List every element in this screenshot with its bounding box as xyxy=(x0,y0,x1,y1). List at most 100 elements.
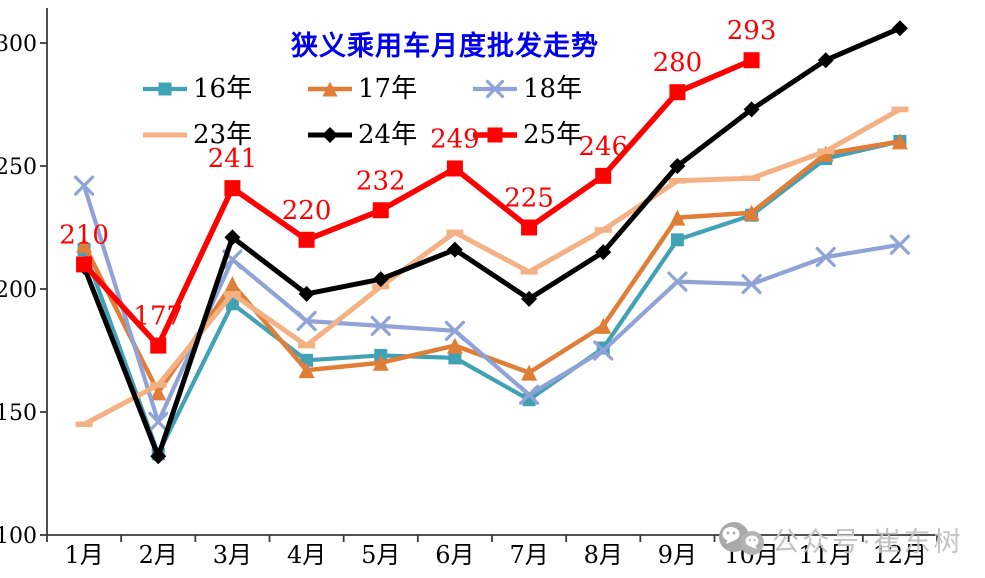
series-1-marker-11 xyxy=(891,133,908,150)
legend-marker xyxy=(487,127,503,143)
series-line-2 xyxy=(81,183,903,424)
series-4-marker-5 xyxy=(446,241,463,258)
series-2-marker-11 xyxy=(889,234,911,255)
series-line-5 xyxy=(81,57,755,349)
x-tick-label-6: 7月 xyxy=(509,541,548,569)
wechat-icon xyxy=(719,522,764,555)
series-5-marker-7 xyxy=(595,167,612,184)
series-3-marker-0 xyxy=(75,421,93,428)
series-2-marker-6 xyxy=(518,384,540,405)
watermark: 公众号·崔东树 xyxy=(714,518,964,560)
series-5-marker-8 xyxy=(669,84,686,101)
watermark-text: 公众号·崔东树 xyxy=(772,526,964,558)
series-3-marker-7 xyxy=(594,227,612,233)
series-4-marker-3 xyxy=(298,285,315,302)
series-5-marker-2 xyxy=(224,180,241,197)
legend-item-0: 16年 xyxy=(142,74,252,104)
series-2-marker-3 xyxy=(296,310,317,332)
legend-swatch-diamond-icon xyxy=(308,127,352,143)
series-2-marker-0 xyxy=(73,175,95,196)
series-0-marker-8 xyxy=(670,233,684,247)
series-line-1 xyxy=(81,139,903,395)
legend-swatch-triangle-icon xyxy=(308,81,352,97)
series-2-marker-4 xyxy=(370,315,391,336)
series-1-marker-7 xyxy=(595,317,612,334)
series-4-marker-8 xyxy=(669,158,686,174)
series-4-marker-7 xyxy=(595,244,612,261)
legend-label-2: 18年 xyxy=(523,74,583,104)
data-label-5-1: 177 xyxy=(133,302,183,332)
legend-label-1: 17年 xyxy=(358,74,418,104)
series-5-marker-5 xyxy=(446,160,463,177)
x-tick-label-10: 11月 xyxy=(798,541,853,569)
series-3-marker-2 xyxy=(223,291,241,297)
series-5-marker-9 xyxy=(743,52,760,69)
legend-item-4: 24年 xyxy=(307,120,417,150)
series-2-marker-8 xyxy=(667,271,688,292)
data-label-5-2: 241 xyxy=(208,144,258,174)
series-5-marker-0 xyxy=(76,256,93,273)
x-tick-label-0: 1月 xyxy=(64,541,103,569)
series-0-marker-5 xyxy=(448,351,462,365)
data-label-5-6: 225 xyxy=(504,184,554,214)
series-3-marker-8 xyxy=(668,177,686,184)
x-tick-label-1: 2月 xyxy=(139,541,178,569)
data-label-5-8: 280 xyxy=(653,48,703,78)
series-4-marker-2 xyxy=(224,229,241,246)
legend-swatch-square-icon xyxy=(143,82,187,96)
legend-label-0: 16年 xyxy=(193,74,253,104)
legend-item-3: 23年 xyxy=(142,120,252,150)
chart-title: 狭义乘用车月度批发走势 xyxy=(291,31,599,62)
series-5-marker-1 xyxy=(150,337,167,354)
x-tick-label-11: 12月 xyxy=(873,541,928,569)
series-3-marker-9 xyxy=(743,175,761,182)
legend-label-3: 23年 xyxy=(193,120,253,150)
series-2-marker-10 xyxy=(815,246,836,268)
series-5-marker-3 xyxy=(298,231,315,248)
series-1-marker-6 xyxy=(521,364,538,381)
y-tick-label-1: 150 xyxy=(0,401,37,426)
series-1-marker-8 xyxy=(669,209,686,226)
legend-marker xyxy=(485,79,505,99)
series-3-marker-1 xyxy=(149,382,167,388)
y-tick-label-0: 100 xyxy=(0,524,37,549)
series-5-marker-4 xyxy=(372,202,389,219)
series-1-marker-9 xyxy=(743,204,760,221)
x-tick-label-7: 8月 xyxy=(584,541,623,569)
series-5-marker-6 xyxy=(521,219,538,236)
series-3-marker-5 xyxy=(446,229,464,236)
series-2-marker-7 xyxy=(593,340,614,361)
legend-swatch-dash-icon xyxy=(143,132,187,138)
series-line-3 xyxy=(81,106,903,427)
x-tick-label-3: 4月 xyxy=(287,541,326,569)
legend-label-4: 24年 xyxy=(358,120,418,150)
x-tick-label-2: 3月 xyxy=(213,541,252,569)
legend-swatch-x-icon xyxy=(473,79,517,99)
series-4-marker-1 xyxy=(150,448,167,465)
y-tick-label-4: 300 xyxy=(0,32,37,57)
legend-item-5: 25年 xyxy=(472,120,582,150)
data-label-5-9: 293 xyxy=(727,16,777,46)
data-label-5-0: 210 xyxy=(59,220,109,250)
series-4-marker-9 xyxy=(743,101,760,118)
series-2-marker-1 xyxy=(148,411,169,432)
series-4-marker-4 xyxy=(372,271,389,288)
series-1-marker-0 xyxy=(76,236,93,253)
series-3-marker-3 xyxy=(298,342,316,349)
series-line-0 xyxy=(81,139,903,456)
legend-marker xyxy=(322,127,338,143)
series-3-marker-11 xyxy=(891,106,909,113)
x-tick-label-5: 6月 xyxy=(435,541,474,569)
x-tick-label-8: 9月 xyxy=(658,541,697,569)
legend-marker xyxy=(322,81,338,97)
legend-item-1: 17年 xyxy=(307,74,417,104)
series-1-marker-3 xyxy=(298,362,315,379)
legend-swatch-square-icon xyxy=(473,127,517,143)
legend-label-5: 25年 xyxy=(523,120,583,150)
data-label-5-3: 220 xyxy=(282,196,332,226)
data-label-5-5: 249 xyxy=(430,124,480,154)
x-tick-label-4: 5月 xyxy=(361,541,400,569)
series-4-marker-10 xyxy=(817,52,834,69)
